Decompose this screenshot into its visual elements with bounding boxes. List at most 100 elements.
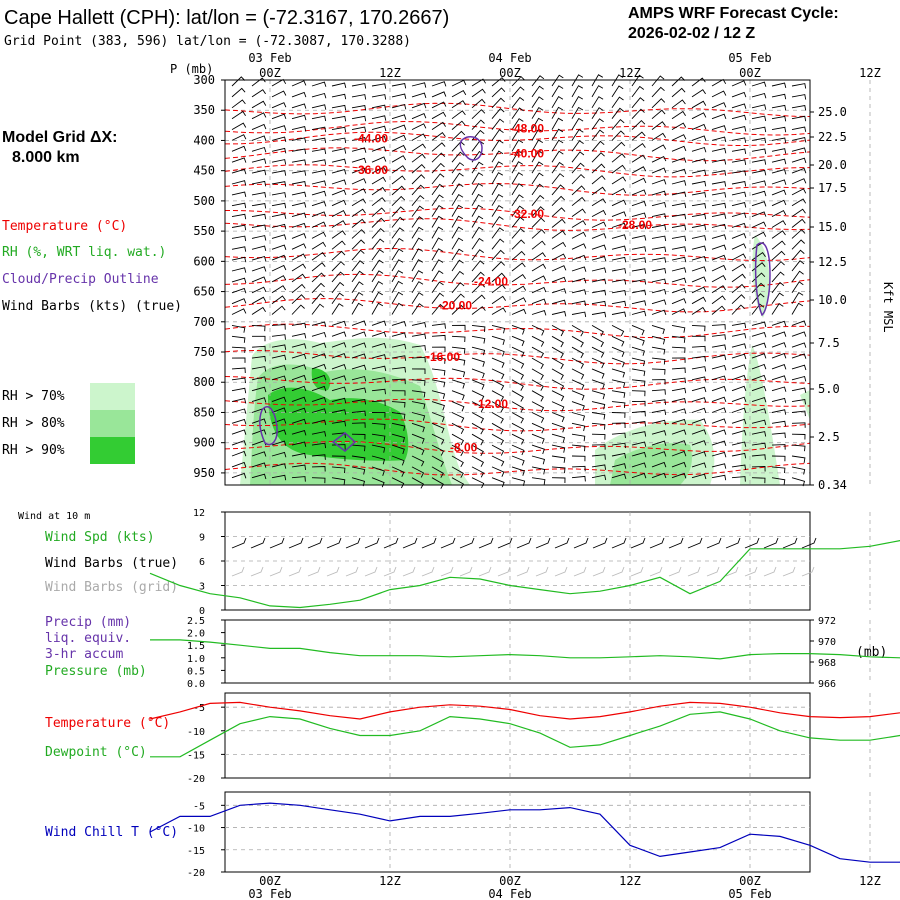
wind-barb [751,282,765,294]
isotherm-label: -32.00 [510,207,544,221]
wind-barb [471,346,486,356]
wind-barb [771,250,786,261]
wind-barb [611,187,627,196]
wind-barb [791,302,804,315]
wind-barb [731,103,747,109]
wind-barb [611,268,627,274]
wind-barb [271,385,287,392]
legend-rh70-swatch [90,383,135,410]
wind-barb [551,390,565,402]
isotherm-label: -48.00 [510,121,544,135]
wind-barb [371,477,385,488]
wind-barb [631,85,645,98]
wind-barb-true [782,537,798,549]
wind-barb [491,295,506,305]
wind-barb [671,367,686,374]
wind-barb [231,461,247,468]
wind-barb [751,374,767,381]
wind-barb [511,183,524,196]
wind-barb [271,334,286,340]
bottom-hour-label: 00Z [259,874,281,888]
wind-barb [691,89,706,98]
wind-barb [591,96,604,109]
wind-barb [471,294,486,305]
wind-barb [631,410,646,417]
wind-barb [631,379,646,387]
wind-barb [651,368,666,375]
wind-barb [251,306,266,315]
isotherm-labels: -48.00 -44.00 -40.00 -36.00 -32.00 -28.00 -24.… [354,121,652,454]
wind-barb [651,86,665,98]
y-tick-label: 0 [199,606,205,617]
pressure-tick-labels: 300 350 400 450 500 550 600 650 700 750 800 850 900 9… [193,73,225,480]
wind-barb [251,245,267,252]
wind-barb [731,353,747,360]
wind-barb [571,455,586,462]
wind-barb [471,98,486,109]
wind-barb [671,213,687,220]
wind-barb [671,157,687,163]
wind-barb [511,412,525,424]
panel-frame [224,619,811,684]
wind-barb [411,133,427,141]
wind-barb [771,342,787,348]
wind-barb [771,240,786,250]
legend-rh70-label: RH > 70% [2,389,65,404]
wind-barb [731,126,747,132]
wind-barb [531,194,545,206]
isotherm [224,440,811,454]
wind-barb [271,264,287,272]
isotherm [224,164,811,178]
wind-barb-grid [573,566,587,577]
wind-barb [591,433,606,440]
wind-barb [451,204,464,217]
wind-barb [711,102,727,109]
wind-barb [511,161,524,174]
wind-barb [511,216,525,228]
wind-barb [771,353,787,359]
wind-barb [251,77,266,87]
wind-barb [391,444,405,455]
wind-barb [491,204,504,217]
wind-barb [451,151,465,163]
wind-barb [391,455,405,466]
wind-barb [431,111,447,120]
wind-barb [551,218,566,228]
wind-barb [771,386,787,392]
wind-barb [431,162,445,174]
wind-barb [671,224,687,231]
wind-barb [451,455,464,468]
wind-barb [731,476,746,482]
pressure-line [150,639,900,660]
bottom-day-label: 03 Feb [248,887,291,900]
isotherm-label: -28.00 [618,218,652,232]
wind-barb [531,85,544,98]
wind-barb [771,331,787,337]
wind-barb [311,262,326,272]
wind-barb [671,267,687,273]
wind-barb [571,412,586,421]
pressure-tick-label: 600 [193,254,215,268]
wind-barb [431,466,444,478]
wind-barb [471,193,484,206]
wind-barb [251,276,267,283]
wind-barb [551,241,567,250]
wind-barb [531,335,545,347]
wind-barb [671,99,686,109]
wind-barb [331,104,347,111]
wind-barb [691,296,707,305]
wind-barb [431,194,444,206]
wind-barb [591,267,607,273]
y-tick-label: 0.5 [187,666,205,677]
wind-barb [491,238,505,250]
wind-barb [271,463,287,469]
wind-barb [411,237,424,250]
wind-barb [731,137,747,143]
isotherm [224,247,811,262]
wind-barb [631,212,647,218]
wind-barb [631,357,646,367]
wind-barb [651,246,667,252]
wind-barb-grid [383,566,397,577]
legend-pressure: Pressure (mb) [45,664,147,679]
wind-barb [331,115,347,122]
